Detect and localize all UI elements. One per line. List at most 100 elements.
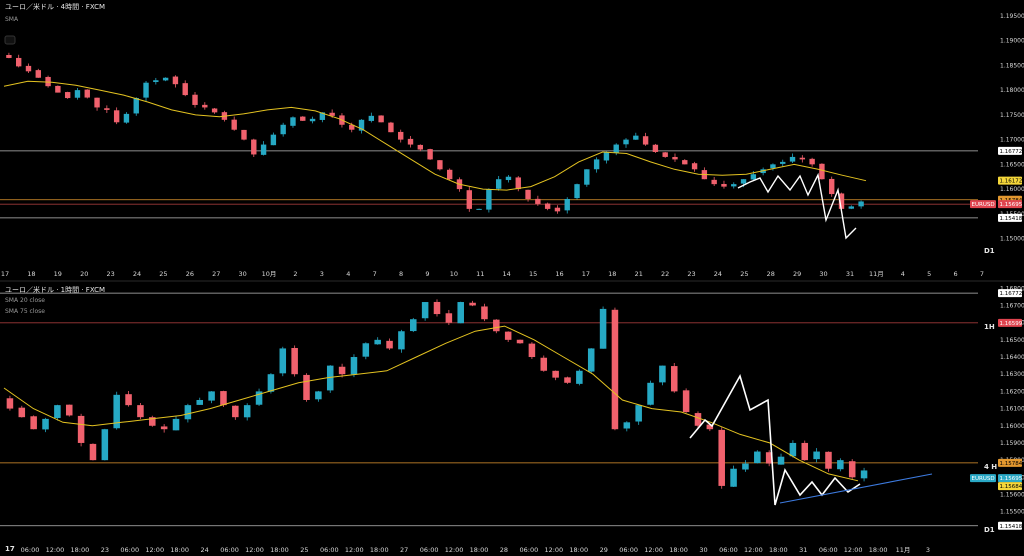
collapse-icon[interactable] [4, 35, 16, 45]
bottom-x-label: 28 [500, 546, 508, 554]
bottom-x-label: 18:00 [869, 546, 888, 554]
bottom-x-label: 12:00 [345, 546, 364, 554]
top-candle-body [290, 117, 296, 126]
bottom-x-label: 12:00 [46, 546, 65, 554]
top-candle-body [172, 76, 179, 85]
top-candle-body [829, 178, 835, 195]
top-candle-body [623, 139, 629, 145]
bottom-x-label: 24 [200, 546, 208, 554]
bottom-candle-body [196, 399, 204, 405]
bottom-candle-body [18, 407, 26, 418]
bottom-candle-body [765, 452, 773, 464]
bottom-candle-body [421, 302, 429, 319]
top-candle-body [642, 136, 649, 145]
bottom-x-label: 18:00 [769, 546, 788, 554]
top-x-label: 22 [661, 270, 669, 278]
top-candle-body [309, 118, 316, 122]
bottom-candle-body [599, 308, 607, 349]
bottom-title: ユーロ／米ドル · 1時間 · FXCM [5, 285, 105, 294]
top-x-label: 29 [793, 270, 801, 278]
top-candle-body [486, 189, 492, 210]
bottom-candle-body [77, 415, 85, 443]
bottom-x-label: 18:00 [71, 546, 90, 554]
bottom-candle-body [718, 429, 725, 486]
bottom-price-tick: 1.16800 [1000, 285, 1024, 292]
top-candle-body [711, 179, 717, 185]
bottom-candle-body [516, 339, 524, 344]
top-candle-body [613, 144, 619, 153]
top-candle-body [329, 112, 335, 116]
top-candle-body [25, 65, 32, 72]
top-sma-line [3, 80, 867, 191]
bottom-price-tag [998, 482, 1022, 491]
top-candle-body [721, 183, 727, 187]
top-x-label: 25 [740, 270, 748, 278]
top-candle-body [270, 134, 277, 146]
top-candle-body [495, 179, 502, 189]
bottom-x-label: 18:00 [470, 546, 489, 554]
top-candle-body [153, 80, 159, 83]
top-price-tick: 1.15000 [1000, 236, 1024, 243]
top-candle-body [740, 179, 747, 184]
bottom-candle-body [267, 374, 275, 392]
top-x-label: 14 [503, 270, 511, 278]
top-candle-body [104, 108, 110, 110]
bottom-price-tick: 1.15600 [1000, 492, 1024, 499]
bottom-price-tag-label: 1.15684 [1000, 484, 1023, 490]
top-candle-body [838, 193, 845, 209]
top-price-tag-label: 1.16172 [1000, 179, 1023, 185]
bottom-candle-body [504, 331, 512, 340]
top-candle-body [64, 92, 71, 99]
bottom-candle-body [113, 394, 120, 429]
bottom-indicator-sma20[interactable]: SMA 20 close [5, 297, 45, 304]
bottom-indicator-sma75[interactable]: SMA 75 close [5, 308, 45, 315]
top-candle-body [662, 152, 668, 157]
top-x-label: 25 [159, 270, 167, 278]
top-candle-body [466, 190, 472, 209]
top-candle-body [378, 115, 384, 123]
bottom-candle-body [125, 394, 132, 406]
bottom-candle-body [255, 391, 263, 405]
top-x-label: 10月 [262, 270, 277, 278]
top-candle-body [809, 158, 815, 165]
bottom-candle-body [338, 366, 346, 375]
top-candle-body [584, 169, 590, 185]
top-indicator[interactable]: SMA [5, 16, 19, 23]
bottom-x-label: 06:00 [21, 546, 40, 554]
top-candle-body [446, 169, 453, 180]
top-candle-body [133, 98, 139, 114]
bottom-price-tick: 1.16000 [1000, 423, 1024, 430]
bottom-sma-line [3, 325, 859, 482]
bottom-candle-body [611, 309, 619, 430]
bottom-candle-body [564, 377, 571, 383]
bottom-candle-body [587, 348, 595, 372]
top-candle-body [633, 135, 639, 140]
top-title: ユーロ／米ドル · 4時間 · FXCM [5, 2, 105, 11]
top-candle-body [750, 174, 757, 180]
bottom-candle-body [398, 331, 405, 350]
top-x-label: 31 [846, 270, 854, 278]
top-candle-body [192, 94, 198, 105]
top-price-tag-label: 1.15695 [1000, 202, 1023, 208]
bottom-candle-body [65, 404, 73, 416]
top-x-label: 9 [425, 270, 429, 278]
top-candle-body [682, 160, 688, 165]
top-x-label: 27 [212, 270, 220, 278]
bottom-candle-body [659, 365, 666, 383]
bottom-x-label: 06:00 [719, 546, 738, 554]
top-candle-body [789, 156, 796, 162]
top-price-tick: 1.18500 [1000, 62, 1024, 69]
bottom-candle-body [208, 391, 215, 401]
top-candle-body [35, 70, 41, 78]
bottom-candle-body [493, 319, 500, 332]
bottom-x-label: 27 [400, 546, 408, 554]
top-panel-header: ユーロ／米ドル · 4時間 · FXCM SMA [4, 2, 105, 45]
bottom-price-tag-label: 1.16772 [1000, 291, 1023, 297]
bottom-candle-body [528, 343, 536, 358]
bottom-price-tick: 1.16300 [1000, 371, 1024, 378]
bottom-candle-body [410, 319, 417, 332]
bottom-candle-body [801, 442, 809, 461]
bottom-price-tag-label: 1.15695 [1000, 476, 1023, 482]
top-x-label: 4 [901, 270, 905, 278]
bottom-candle-body [184, 405, 192, 420]
